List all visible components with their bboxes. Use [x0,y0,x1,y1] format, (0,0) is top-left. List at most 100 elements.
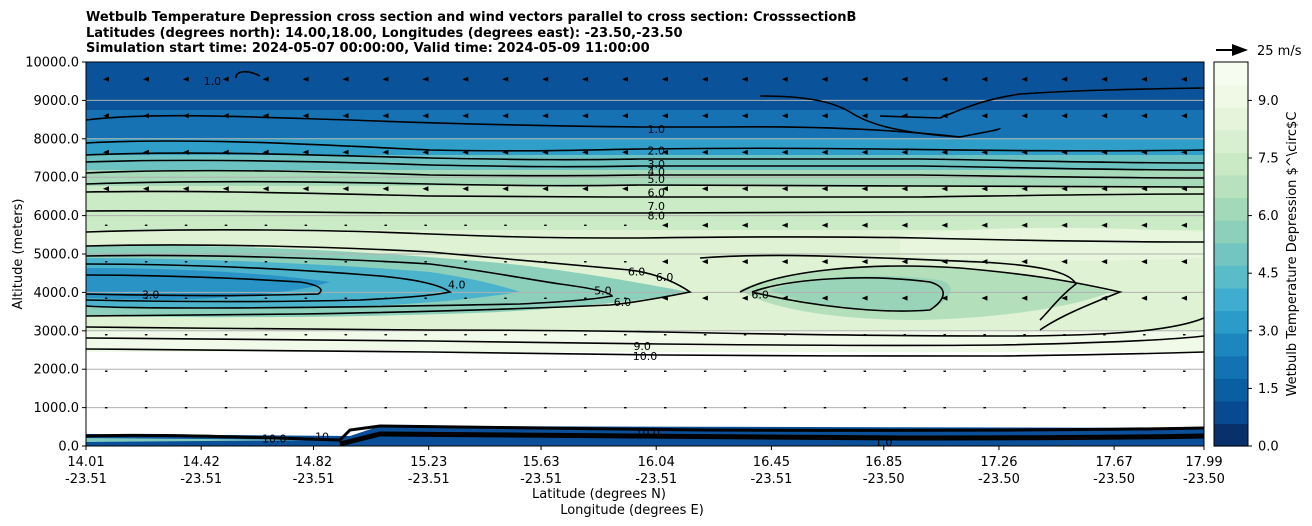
y-tick-label: 8000.0 [34,132,80,147]
wind-vector [384,261,387,263]
wind-vector [1183,334,1186,336]
wind-vector [703,334,707,336]
x-tick-label-lat: 15.63 [522,455,559,470]
wind-vector [462,113,469,119]
wind-vector [302,186,309,192]
wind-vector [504,224,507,226]
y-tick-label: 1000.0 [34,401,80,416]
contour-9 [86,335,1204,347]
wind-vector [504,261,507,263]
wind-vector [544,261,547,263]
wind-vector [622,149,629,155]
chart-title: Wetbulb Temperature Depression cross sec… [86,10,856,57]
wind-vector [224,224,228,226]
wind-vector [422,113,429,119]
wind-vector [624,370,627,372]
wind-vector [544,370,547,372]
wind-vector [624,407,627,409]
wind-vector [863,334,867,336]
wind-vector [1181,222,1188,228]
wind-vector [1141,186,1148,192]
colorbar-label: Wetbulb Temperature Depression $^\circ$C [1285,112,1300,397]
wind-vector [102,149,109,155]
wind-vector [1183,370,1186,372]
wind-vector [943,407,946,409]
wind-vector [622,186,629,192]
wind-vector [424,370,427,372]
colorbar-band [1214,265,1248,289]
wind-vector [584,370,587,372]
wind-vector [262,186,269,192]
wind-vector [1101,259,1108,265]
wind-vector [1063,370,1066,372]
wind-vector [1181,113,1188,119]
wind-vector [184,261,188,263]
wind-vector [584,407,587,409]
x-tick-label-lon: -23.51 [520,472,562,487]
wind-vector [1103,370,1106,372]
contour-4 [86,159,1204,171]
y-tick-label: 6000.0 [34,209,80,224]
colorbar [1214,62,1248,447]
x-tick-label-lon: -23.51 [750,472,792,487]
contour-label: 3.0 [142,288,160,301]
wind-vector [262,76,269,82]
wind-vector [1021,76,1028,82]
title-line-1: Wetbulb Temperature Depression cross sec… [86,10,857,25]
wind-vector [302,113,309,119]
wind-vector [584,334,587,336]
wind-vector [1181,295,1188,301]
wind-vector [941,186,948,192]
wind-vector [584,261,587,263]
wind-vector [184,407,188,409]
wind-vector [302,76,309,82]
wind-vector [264,224,268,226]
colorbar-tick-label: 7.5 [1258,152,1279,167]
x-tick-label-lat: 16.85 [865,455,902,470]
title-line-3: Simulation start time: 2024-05-07 00:00:… [86,41,650,56]
wind-vector [182,76,189,82]
wind-vector [661,76,668,82]
colorbar-band [1214,84,1248,108]
wind-vector [104,407,108,409]
wind-vector [182,149,189,155]
wind-vector [424,334,427,336]
wind-vector [1101,186,1108,192]
wind-vector [663,334,667,336]
colorbar-band [1214,62,1248,86]
colorbar-band [1214,423,1248,447]
x-tick-label-lat: 14.82 [295,455,332,470]
wind-vector [981,76,988,82]
wind-vector [1141,113,1148,119]
wind-vector [781,76,788,82]
colorbar-band [1214,174,1248,199]
wind-vector [464,261,467,263]
contour-label: 6.0 [656,271,674,284]
wind-vector [1101,76,1108,82]
wind-vector [544,407,547,409]
contour-label: 1.0 [204,75,222,88]
x-tick-label-lon: -23.50 [978,472,1020,487]
contour-label: 6.0 [647,187,665,200]
wind-vector [104,261,108,263]
grid-lines [86,99,1204,409]
wind-vector [661,149,668,155]
wind-vector [1181,76,1188,82]
wind-vector [1143,407,1146,409]
contour-10b [86,424,1204,442]
wind-vector [264,297,268,299]
x-tick-label-lon: -23.51 [635,472,677,487]
colorbar-band [1214,152,1248,176]
wind-vector [142,149,149,155]
wind-vector [823,370,827,372]
wind-vector [464,224,467,226]
wind-vector [224,334,228,336]
wind-vector [861,149,868,155]
contour-7 [86,190,1204,198]
wind-vector [901,149,908,155]
wind-vector [384,334,387,336]
x-tick-label-lat: 17.26 [980,455,1017,470]
wind-vector [783,407,787,409]
wind-vector [701,259,708,265]
